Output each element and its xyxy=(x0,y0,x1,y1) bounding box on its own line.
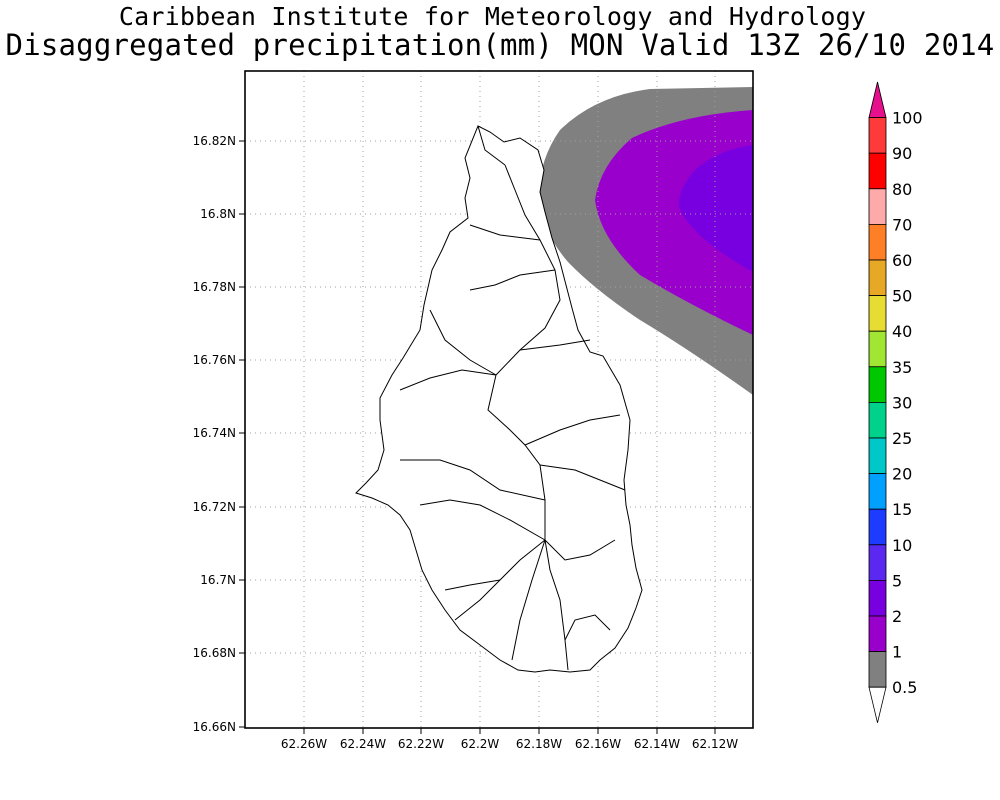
colorbar-segment xyxy=(868,259,887,296)
lat-label: 16.8N xyxy=(200,207,236,221)
lon-label: 62.24W xyxy=(340,737,386,751)
colorbar-segment xyxy=(868,686,887,723)
colorbar-segment xyxy=(868,117,887,154)
plot-frame xyxy=(244,70,754,729)
colorbar-segment xyxy=(868,366,887,403)
colorbar-label: 2 xyxy=(892,607,902,626)
colorbar-segment xyxy=(868,188,887,225)
colorbar-label: 40 xyxy=(892,322,912,341)
lon-label: 62.14W xyxy=(634,737,680,751)
lat-label: 16.66N xyxy=(193,720,236,734)
lat-label: 16.74N xyxy=(193,426,236,440)
lat-ticks xyxy=(239,140,245,728)
lon-label: 62.16W xyxy=(575,737,621,751)
title-product: Disaggregated precipitation(mm) MON Vali… xyxy=(5,28,995,62)
colorbar-label: 10 xyxy=(892,536,912,555)
colorbar-label: 60 xyxy=(892,251,912,270)
colorbar-label: 20 xyxy=(892,465,912,484)
precip-band-2mm xyxy=(678,145,753,272)
colorbar-segment xyxy=(868,330,887,368)
colorbar-label: 100 xyxy=(892,109,923,128)
colorbar-label: 50 xyxy=(892,287,912,306)
colorbar-label: 5 xyxy=(892,571,902,590)
lat-label: 16.72N xyxy=(193,500,236,514)
colorbar-label: 80 xyxy=(892,180,912,199)
colorbar-label: 15 xyxy=(892,500,912,519)
colorbar-label: 35 xyxy=(892,358,912,377)
title-institute: Caribbean Institute for Meteorology and … xyxy=(118,2,867,31)
lat-label: 16.78N xyxy=(193,280,236,294)
lon-labels: 62.26W 62.24W 62.22W 62.2W 62.18W 62.16W… xyxy=(281,737,738,751)
colorbar-segment xyxy=(868,152,887,190)
colorbar xyxy=(868,81,887,723)
colorbar-segment xyxy=(868,580,887,617)
lat-label: 16.68N xyxy=(193,646,236,660)
lon-label: 62.12W xyxy=(692,737,738,751)
lat-label: 16.82N xyxy=(193,134,236,148)
colorbar-segment xyxy=(868,544,887,581)
colorbar-segment xyxy=(868,401,887,439)
colorbar-segment xyxy=(868,615,887,652)
lon-label: 62.2W xyxy=(461,737,500,751)
lon-label: 62.18W xyxy=(516,737,562,751)
lat-label: 16.76N xyxy=(193,353,236,367)
colorbar-label: 30 xyxy=(892,393,912,412)
colorbar-label: 25 xyxy=(892,429,912,448)
colorbar-label: 70 xyxy=(892,215,912,234)
colorbar-segment xyxy=(868,508,887,546)
colorbar-labels: 100 90 80 70 60 50 40 35 30 25 20 15 10 5 2 1 0.5 xyxy=(892,109,923,698)
lon-label: 62.22W xyxy=(398,737,444,751)
colorbar-label: 1 xyxy=(892,643,902,662)
lat-label: 16.7N xyxy=(200,573,236,587)
island-outline xyxy=(355,125,643,673)
lon-ticks xyxy=(303,728,716,734)
colorbar-label: 0.5 xyxy=(892,678,917,697)
colorbar-segment xyxy=(868,651,887,688)
colorbar-segment xyxy=(868,473,887,510)
colorbar-label: 90 xyxy=(892,144,912,163)
colorbar-segment xyxy=(868,437,887,474)
colorbar-segment xyxy=(868,295,887,332)
lat-labels: 16.82N 16.8N 16.78N 16.76N 16.74N 16.72N… xyxy=(193,134,236,734)
precip-shading xyxy=(538,87,753,395)
colorbar-segment xyxy=(868,81,887,118)
lon-label: 62.26W xyxy=(281,737,327,751)
colorbar-segment xyxy=(868,223,887,261)
